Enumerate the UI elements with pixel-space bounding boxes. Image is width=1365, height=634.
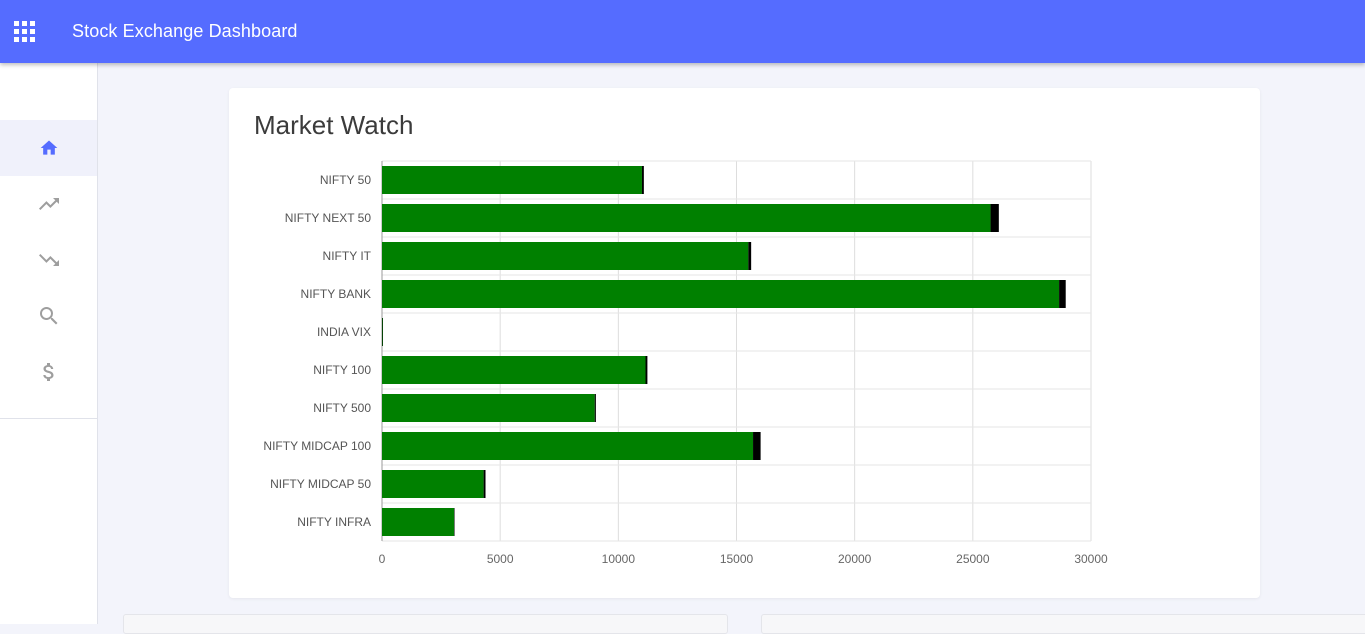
x-tick-label: 30000 xyxy=(1074,552,1108,566)
category-label: NIFTY 50 xyxy=(320,173,371,187)
sidebar-item-search[interactable] xyxy=(0,288,97,344)
bar xyxy=(382,204,991,232)
home-icon xyxy=(40,140,57,155)
category-label: NIFTY MIDCAP 100 xyxy=(263,439,371,453)
category-label: INDIA VIX xyxy=(317,325,371,339)
category-label: NIFTY INFRA xyxy=(297,515,371,529)
bar xyxy=(645,356,648,384)
x-tick-label: 5000 xyxy=(487,552,514,566)
x-tick-label: 10000 xyxy=(602,552,636,566)
bar xyxy=(641,166,644,194)
bar xyxy=(382,318,383,346)
bar xyxy=(382,318,383,346)
sidebar-item-gainers[interactable] xyxy=(0,176,97,232)
sidebar-item-currency[interactable] xyxy=(0,344,97,400)
top-app-bar: Stock Exchange Dashboard xyxy=(0,0,1365,63)
bottom-card-left xyxy=(123,614,728,634)
x-tick-label: 20000 xyxy=(838,552,872,566)
bar xyxy=(483,470,486,498)
sidebar-divider xyxy=(0,418,97,419)
bar xyxy=(382,280,1060,308)
bar xyxy=(382,394,595,422)
category-label: NIFTY 500 xyxy=(313,401,371,415)
bottom-card-right xyxy=(761,614,1365,634)
bar xyxy=(1059,280,1066,308)
x-tick-label: 0 xyxy=(379,552,386,566)
sidebar-item-losers[interactable] xyxy=(0,232,97,288)
trending-down-icon xyxy=(38,254,59,266)
category-label: NIFTY MIDCAP 50 xyxy=(270,477,371,491)
bar xyxy=(594,394,596,422)
bar xyxy=(382,470,484,498)
market-watch-chart: 0 5000 10000 15000 20000 25000 30000 NIFTY 50 NI… xyxy=(263,160,1108,566)
bar xyxy=(382,242,749,270)
x-tick-label: 15000 xyxy=(720,552,754,566)
bar xyxy=(382,432,754,460)
category-label: NIFTY 100 xyxy=(313,363,371,377)
bar xyxy=(382,166,642,194)
search-icon xyxy=(39,307,57,325)
bar xyxy=(748,242,752,270)
sidebar-nav xyxy=(0,63,98,624)
bar xyxy=(382,356,646,384)
x-tick-label: 25000 xyxy=(956,552,990,566)
category-label: NIFTY BANK xyxy=(301,287,371,301)
market-watch-card: Market Watch 0 5000 10000 15000 20000 25000 30… xyxy=(229,88,1260,598)
sidebar-item-home[interactable] xyxy=(0,120,97,176)
dollar-icon xyxy=(42,363,53,381)
trending-up-icon xyxy=(38,198,59,210)
apps-grid-icon[interactable] xyxy=(14,21,36,43)
app-title: Stock Exchange Dashboard xyxy=(72,21,298,41)
market-watch-title: Market Watch xyxy=(254,110,414,140)
bar xyxy=(990,204,999,232)
category-label: NIFTY IT xyxy=(323,249,372,263)
bar xyxy=(454,508,455,536)
bar xyxy=(753,432,761,460)
category-label: NIFTY NEXT 50 xyxy=(285,211,372,225)
bar xyxy=(382,508,455,536)
